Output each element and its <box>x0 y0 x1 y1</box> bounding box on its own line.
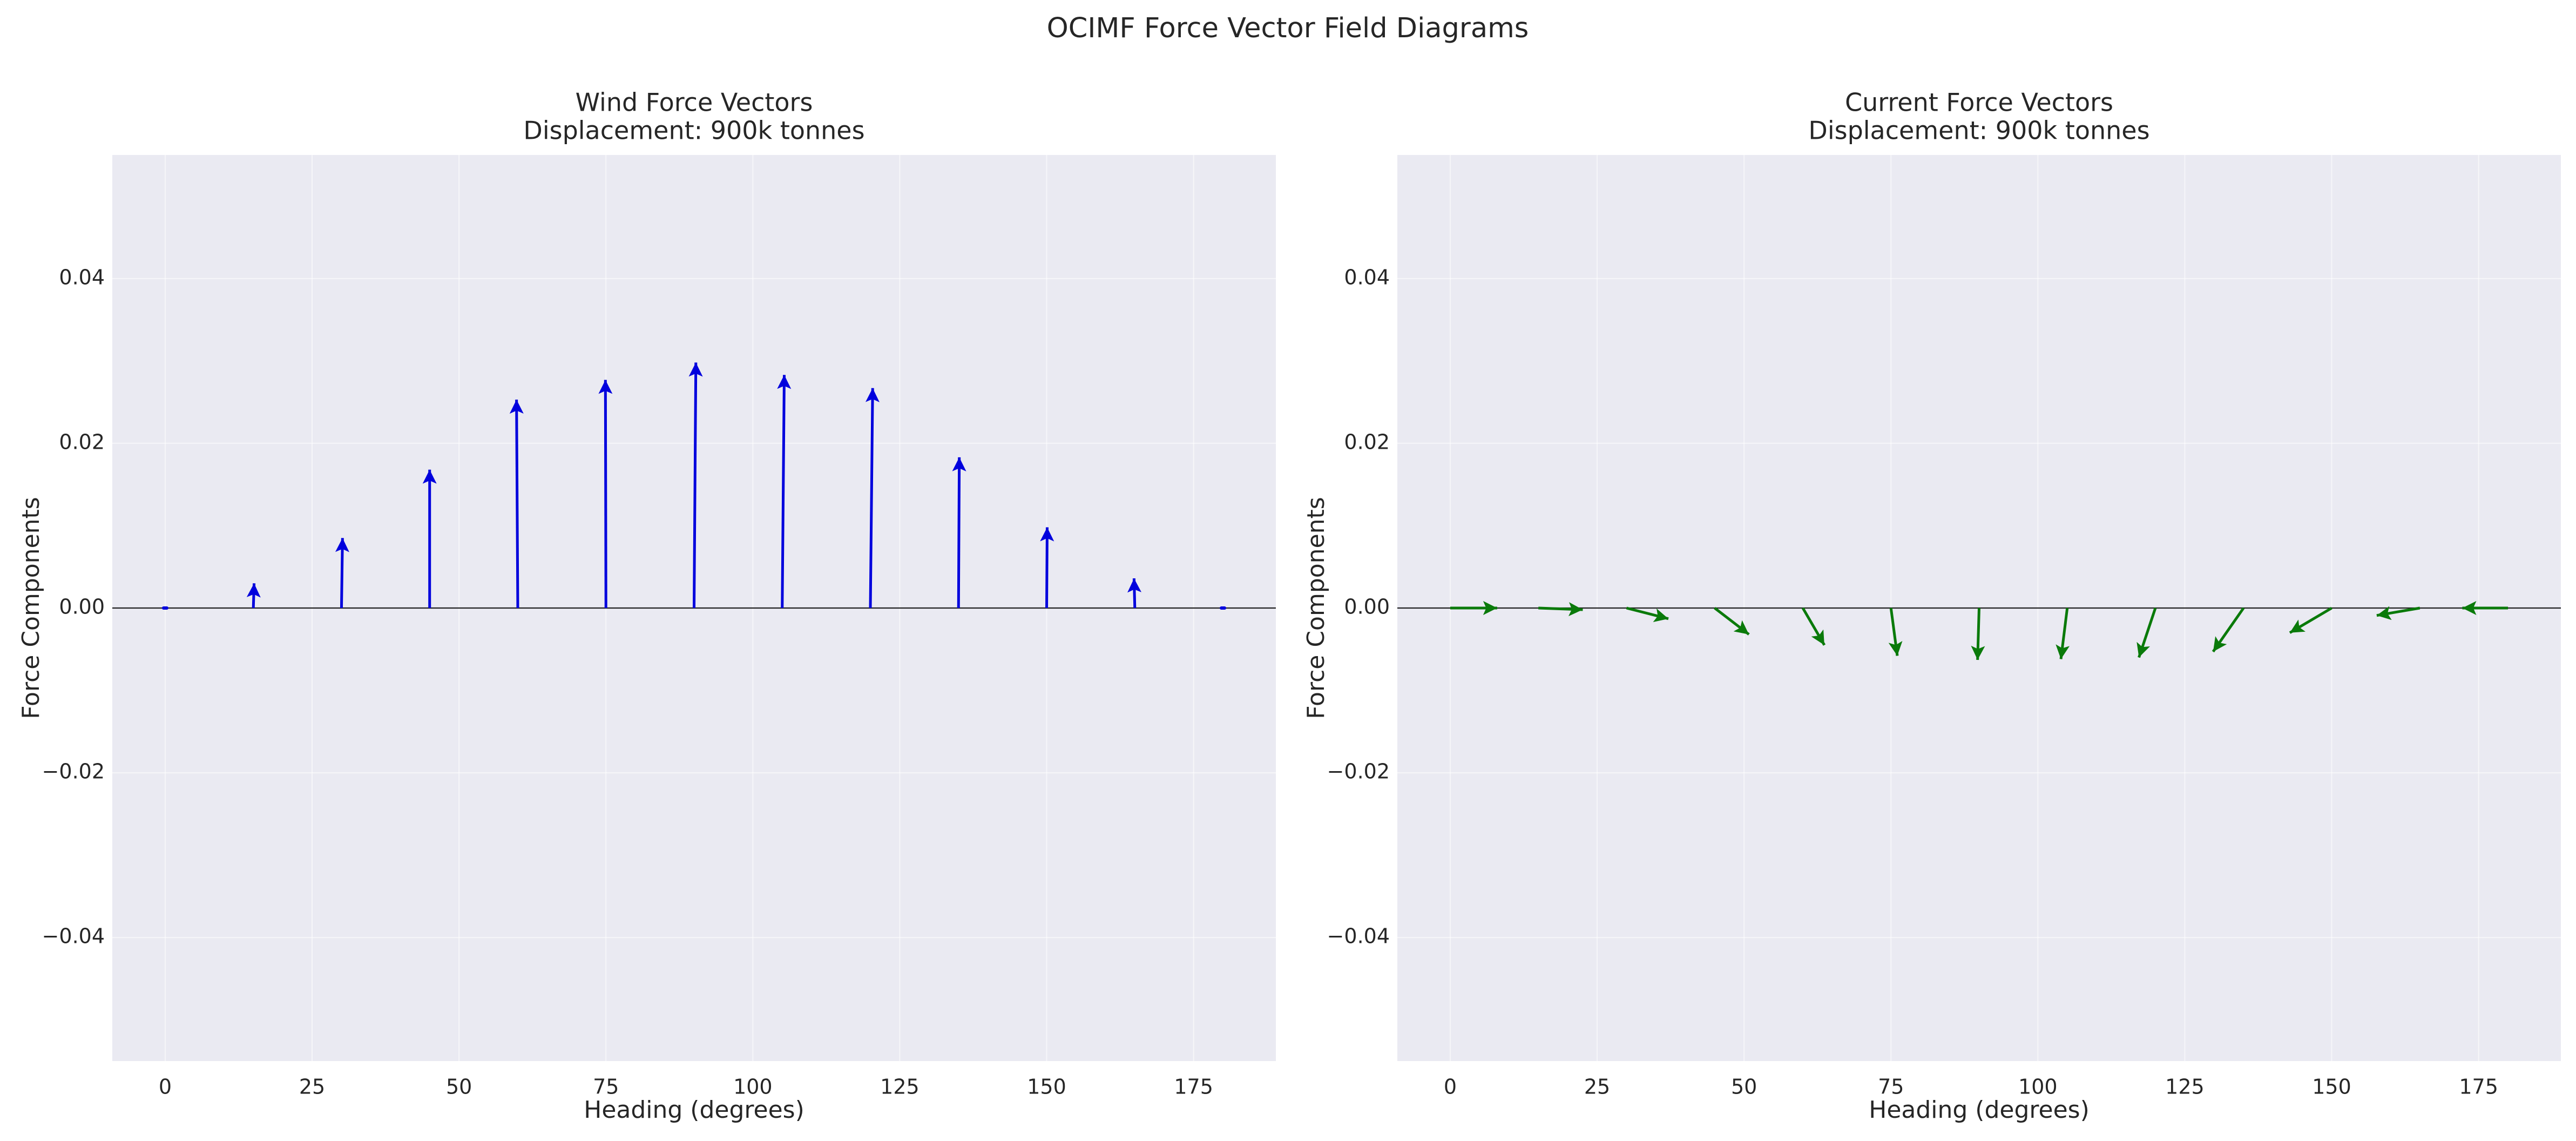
x-tick-label: 175 <box>1174 1075 1213 1099</box>
force-vector <box>1971 607 1985 660</box>
force-vector <box>688 362 703 609</box>
force-vector <box>509 400 524 609</box>
chart-panel-2: 0 25 50 75 100 125 150 175 −0.04 −0.02 0.00 0.02 0.0… <box>1302 88 2561 1124</box>
y-tick-label: −0.04 <box>1327 924 1390 948</box>
x-tick-label: 50 <box>1731 1075 1757 1099</box>
force-vector <box>246 583 261 609</box>
force-vector <box>1801 607 1826 646</box>
x-tick-label: 0 <box>1444 1075 1457 1099</box>
y-axis-label: Force Components <box>17 497 45 719</box>
x-tick-label: 25 <box>1584 1075 1610 1099</box>
y-tick-label: 0.00 <box>1344 595 1390 619</box>
force-vector <box>1626 606 1669 622</box>
x-tick-label: 100 <box>733 1075 773 1099</box>
force-vector <box>2376 606 2421 620</box>
panel-title: Current Force Vectors <box>1845 88 2113 117</box>
x-tick-label: 100 <box>2018 1075 2058 1099</box>
force-vector <box>598 380 613 609</box>
panel-title: Wind Force Vectors <box>576 88 813 117</box>
x-tick-label: 150 <box>1027 1075 1066 1099</box>
y-tick-label: 0.04 <box>1344 265 1390 289</box>
force-vector <box>335 538 349 609</box>
figure-title: OCIMF Force Vector Field Diagrams <box>1047 12 1529 44</box>
y-tick-label: −0.04 <box>42 924 105 948</box>
force-vector <box>1888 607 1903 656</box>
x-tick-label: 150 <box>2312 1075 2351 1099</box>
x-tick-label: 50 <box>446 1075 472 1099</box>
force-vector <box>952 457 966 609</box>
x-tick-label: 0 <box>159 1075 172 1099</box>
chart-panel-1: 0 25 50 75 100 125 150 175 −0.04 −0.02 0.00 0.02 0.0… <box>17 88 1276 1124</box>
x-tick-label: 75 <box>1878 1075 1904 1099</box>
force-vector <box>865 388 880 609</box>
panel-subtitle: Displacement: 900k tonnes <box>1808 116 2149 145</box>
y-tick-label: −0.02 <box>1327 760 1390 784</box>
y-tick-label: −0.02 <box>42 760 105 784</box>
x-tick-label: 75 <box>593 1075 619 1099</box>
y-tick-label: 0.04 <box>59 265 105 289</box>
panel-subtitle: Displacement: 900k tonnes <box>523 116 864 145</box>
force-vector <box>1538 602 1583 617</box>
x-tick-label: 175 <box>2459 1075 2498 1099</box>
force-vector <box>1714 607 1750 636</box>
y-axis-label: Force Components <box>1302 497 1330 719</box>
force-vector <box>2289 606 2332 634</box>
force-vector <box>777 375 792 609</box>
x-tick-label: 125 <box>2165 1075 2205 1099</box>
y-tick-label: 0.00 <box>59 595 105 619</box>
force-vector <box>2212 607 2245 653</box>
force-vector <box>2136 607 2157 658</box>
x-axis-label: Heading (degrees) <box>1869 1096 2090 1124</box>
x-tick-label: 125 <box>880 1075 919 1099</box>
x-axis-label: Heading (degrees) <box>584 1096 804 1124</box>
y-tick-label: 0.02 <box>1344 430 1390 454</box>
force-vector <box>2056 607 2070 659</box>
x-tick-label: 25 <box>299 1075 325 1099</box>
y-tick-label: 0.02 <box>59 430 105 454</box>
